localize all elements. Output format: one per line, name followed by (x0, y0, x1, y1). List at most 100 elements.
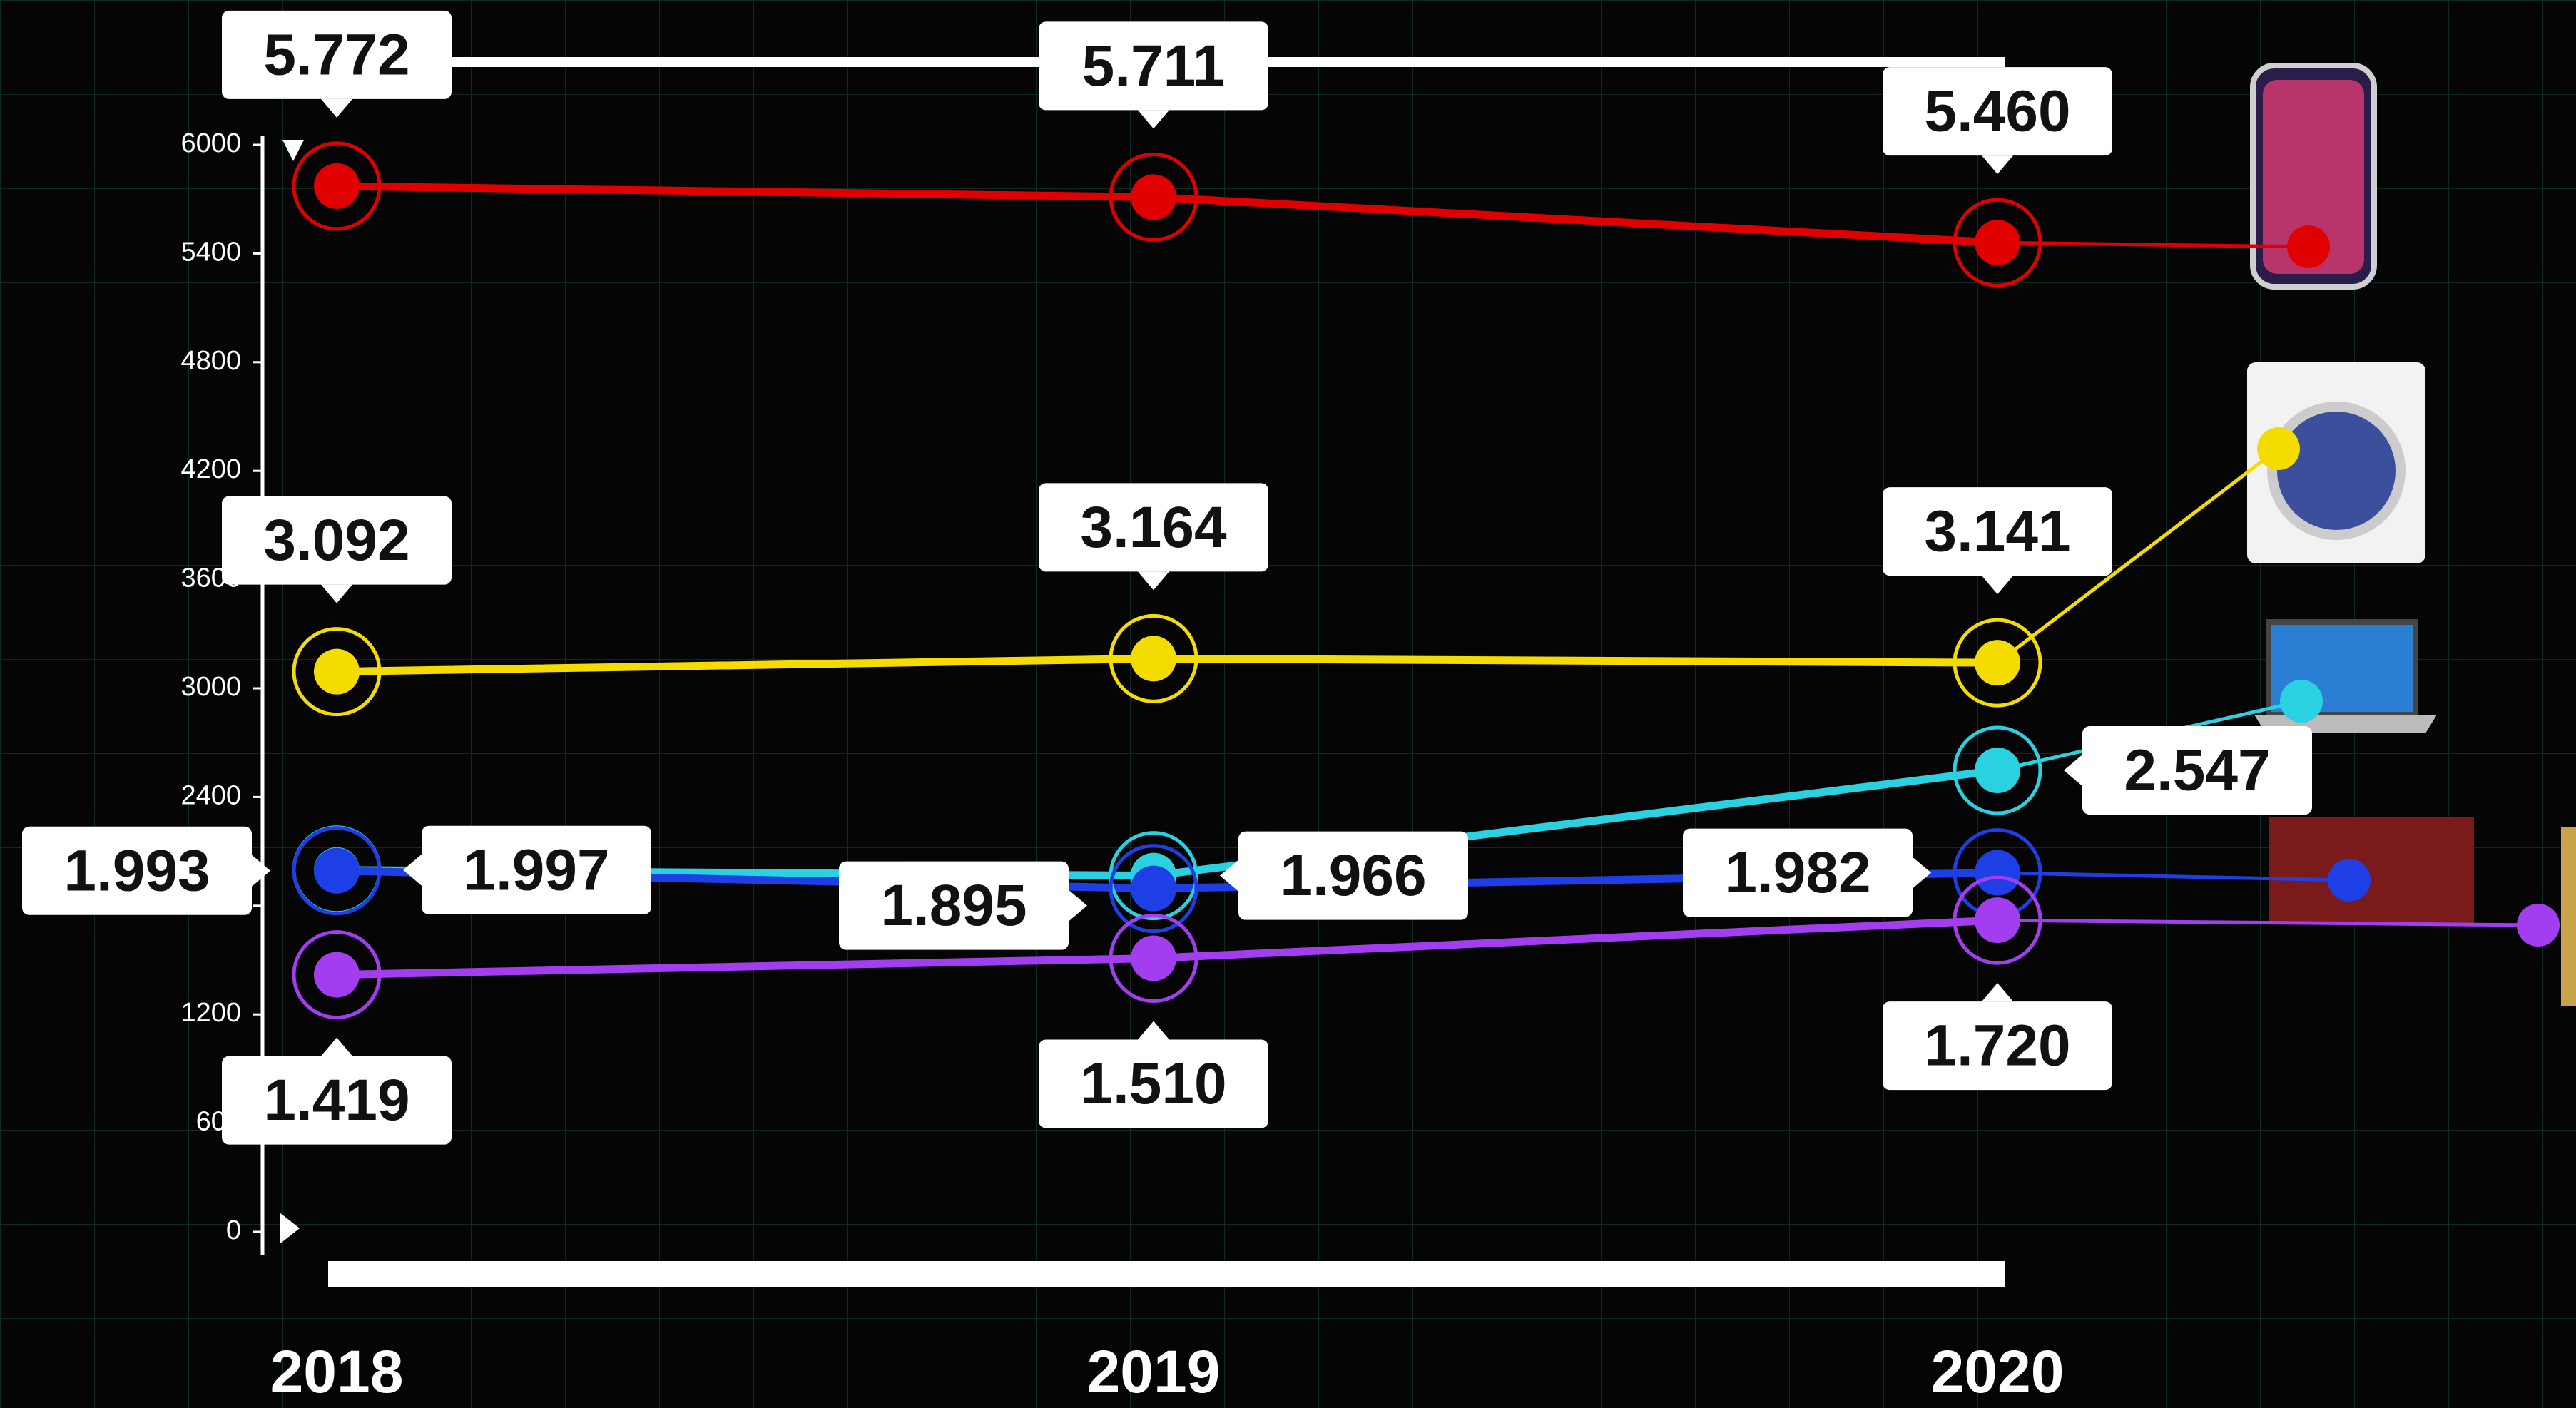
label-pointer (1138, 110, 1169, 129)
data-label: 3.141 (1924, 499, 2070, 564)
data-point (1975, 748, 2020, 794)
labels: 5.772 5.711 5.460 3.092 3.164 3.141 1.997 1.966… (22, 10, 2312, 1145)
value-label: 1.997 (403, 825, 651, 914)
icon-connector (1997, 918, 2539, 927)
value-label: 5.460 (1883, 67, 2112, 175)
data-label: 2.547 (2124, 738, 2270, 803)
data-label: 1.419 (263, 1068, 409, 1133)
label-box (1883, 1001, 2112, 1091)
label-box (222, 1056, 452, 1145)
y-tick-label: 4200 (180, 454, 241, 484)
label-box (1039, 21, 1268, 111)
data-point (1131, 935, 1176, 981)
data-label: 1.895 (880, 873, 1027, 938)
data-point (314, 163, 360, 209)
marker-ring (1109, 913, 1198, 1003)
data-label: 5.460 (1924, 79, 2070, 144)
data-label: 5.711 (1082, 34, 1226, 98)
label-pointer (321, 1037, 352, 1056)
data-point (314, 847, 360, 894)
icon-dot (2280, 680, 2323, 723)
y-tick-label: 6000 (180, 128, 241, 158)
label-pointer (403, 854, 422, 886)
y-tick-label: 5400 (180, 237, 241, 267)
value-label: 5.711 (1039, 21, 1268, 129)
y-tick-label: 1200 (180, 998, 241, 1028)
icon-dot (2328, 859, 2371, 902)
value-label: 1.895 (839, 861, 1087, 950)
y-tick-label: 3000 (180, 672, 241, 702)
icon-connector (1997, 240, 2309, 249)
data-point (1131, 865, 1176, 912)
value-label: 1.510 (1039, 1021, 1268, 1128)
label-box (1039, 1039, 1268, 1128)
x-tick-label: 2018 (270, 1338, 404, 1405)
data-label: 3.164 (1080, 495, 1227, 560)
washer-door (2267, 402, 2406, 540)
marker-ring (292, 930, 382, 1020)
y-tick-label: 0 (226, 1215, 241, 1245)
value-label: 3.092 (222, 496, 452, 603)
icon-dot (2517, 904, 2560, 947)
data-label: 1.966 (1280, 843, 1426, 908)
label-box (22, 826, 252, 915)
label-box (222, 10, 452, 99)
data-point (314, 648, 360, 695)
marker-ring (1953, 875, 2042, 965)
marker-ring (292, 141, 382, 231)
marker-ring (1953, 618, 2042, 708)
axis-arrow (280, 1213, 300, 1244)
label-pointer (1138, 1021, 1169, 1040)
bottom-bar (328, 1261, 2005, 1287)
y-tick-label: 4800 (180, 346, 241, 376)
label-pointer (1913, 857, 1931, 889)
y-tick-label: 2400 (180, 780, 241, 810)
label-pointer (321, 98, 352, 118)
label-pointer (1069, 889, 1087, 922)
plot-area: 0600120018002400300036004200480054006000… (22, 10, 2560, 1405)
value-label: 1.966 (1220, 831, 1468, 920)
label-pointer (2064, 755, 2082, 787)
label-pointer (1982, 983, 2013, 1002)
label-pointer (1982, 576, 2013, 595)
label-pointer (1138, 571, 1169, 591)
x-tick-label: 2020 (1931, 1338, 2065, 1405)
icon-connector (1997, 871, 2350, 882)
marker-ring (292, 826, 382, 916)
label-box (222, 496, 452, 585)
value-label: 1.419 (222, 1037, 452, 1145)
data-point (1131, 174, 1176, 220)
label-box (2082, 726, 2312, 815)
phone-screen (2263, 80, 2364, 274)
markers (292, 141, 2042, 1020)
value-label: 3.164 (1039, 483, 1268, 591)
label-box (1039, 483, 1268, 572)
data-label: 1.997 (463, 837, 609, 902)
label-box (1238, 831, 1468, 920)
value-label: 5.772 (222, 10, 452, 118)
label-box (1883, 487, 2112, 576)
data-point (1975, 220, 2020, 266)
label-box (422, 825, 651, 914)
marker-ring (1953, 725, 2042, 815)
data-point (314, 952, 360, 998)
marker-ring (1109, 152, 1198, 242)
label-box (1683, 828, 1913, 917)
icon-connector (1996, 447, 2280, 665)
label-pointer (321, 584, 352, 603)
icon-dot (2257, 427, 2300, 470)
data-label: 3.092 (263, 508, 409, 573)
icons (2247, 63, 2576, 1006)
value-label: 1.982 (1683, 828, 1931, 917)
icon-dot (2287, 225, 2330, 268)
data-label: 5.772 (263, 22, 409, 87)
data-point (1975, 897, 2020, 944)
marker-ring (1953, 198, 2042, 287)
value-label: 1.720 (1883, 983, 2112, 1091)
value-label: 1.993 (22, 826, 270, 915)
marker-ring (292, 627, 382, 717)
data-label: 1.993 (63, 838, 210, 903)
data-label: 1.982 (1724, 840, 1870, 905)
marker-ring (1109, 613, 1198, 703)
